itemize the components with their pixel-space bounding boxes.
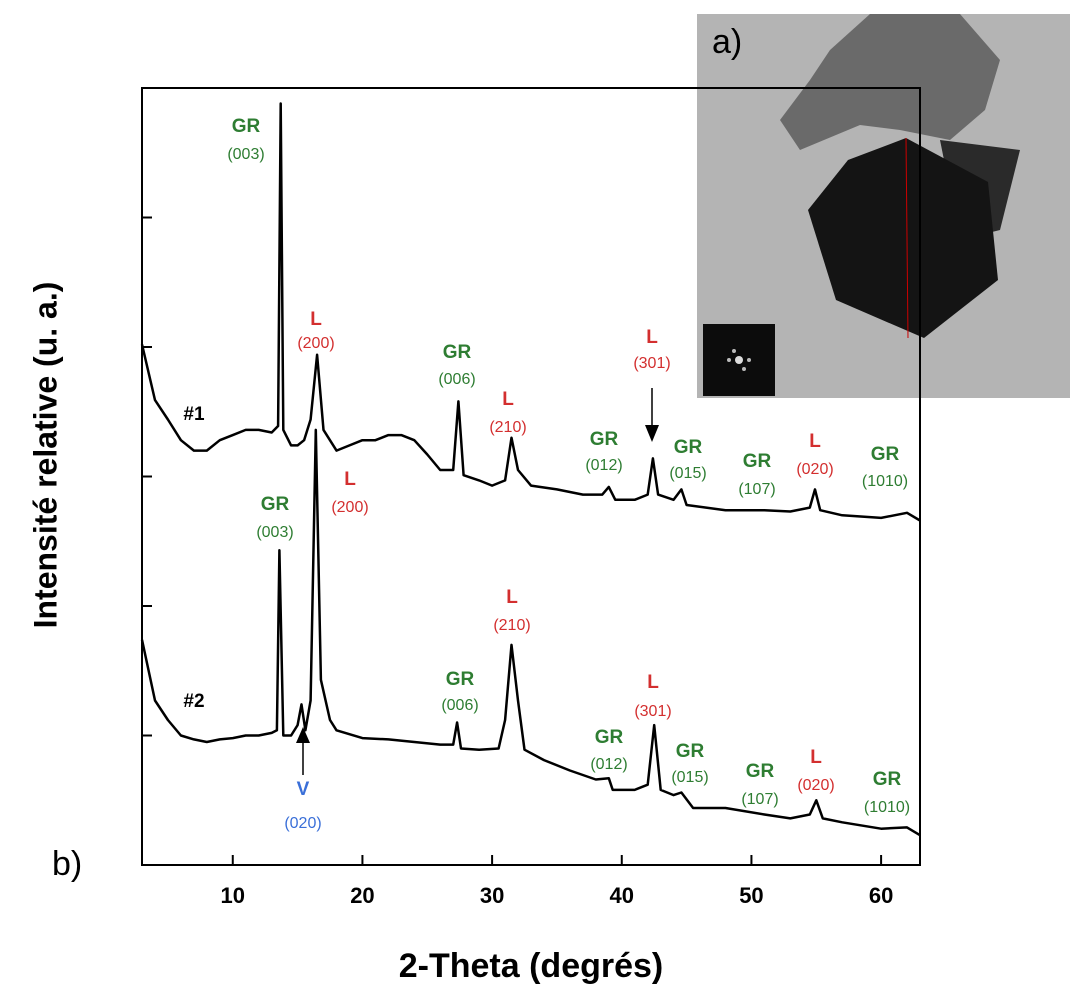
arrow-head <box>296 727 310 743</box>
series-label: #2 <box>183 691 204 712</box>
y-axis-label: Intensité relative (u. a.) <box>27 282 63 629</box>
inset-spot <box>742 367 746 371</box>
inset-debris <box>780 14 1000 150</box>
peak-label: L <box>310 309 322 330</box>
x-tick-label: 10 <box>221 883 245 908</box>
peak-label: L <box>810 747 822 768</box>
peak-label: L <box>344 469 356 490</box>
inset-crystal <box>808 138 998 338</box>
peak-label: L <box>502 389 514 410</box>
peak-index: (012) <box>585 457 622 474</box>
x-tick-label: 30 <box>480 883 504 908</box>
peak-index: (210) <box>493 617 530 634</box>
peak-index: (107) <box>738 481 775 498</box>
x-tick-label: 20 <box>350 883 374 908</box>
peak-label: GR <box>873 769 902 790</box>
peak-label: L <box>506 587 518 608</box>
peak-label: L <box>646 327 658 348</box>
peak-label: GR <box>674 437 703 458</box>
inset-spot <box>735 356 743 364</box>
peak-index: (1010) <box>864 799 910 816</box>
peak-index: (012) <box>590 756 627 773</box>
peak-index: (015) <box>669 465 706 482</box>
peak-label: GR <box>232 116 261 137</box>
inset-spot <box>727 358 731 362</box>
peak-index: (1010) <box>862 473 908 490</box>
peak-index: (003) <box>227 146 264 163</box>
peak-index: (020) <box>284 815 321 832</box>
peak-index: (020) <box>797 777 834 794</box>
inset-measure-line <box>905 137 909 339</box>
peak-label: V <box>297 779 310 800</box>
peak-label: GR <box>595 727 624 748</box>
peak-index: (003) <box>256 524 293 541</box>
peak-index: (200) <box>297 335 334 352</box>
inset-spot <box>747 358 751 362</box>
peak-index: (200) <box>331 499 368 516</box>
peak-index: (020) <box>796 461 833 478</box>
peak-index: (107) <box>741 791 778 808</box>
xrd-trace <box>140 428 921 837</box>
peak-label: GR <box>443 342 472 363</box>
peak-index: (006) <box>438 371 475 388</box>
arrow-head <box>645 425 659 442</box>
series-label: #1 <box>183 404 205 425</box>
peak-label: GR <box>590 429 619 450</box>
peak-label: GR <box>676 741 705 762</box>
peak-label: GR <box>446 669 475 690</box>
peak-index: (015) <box>671 769 708 786</box>
x-tick-label: 60 <box>869 883 893 908</box>
inset-spot <box>732 349 736 353</box>
panel-label: a) <box>712 23 742 61</box>
peak-index: (301) <box>633 355 670 372</box>
peak-index: (210) <box>489 419 526 436</box>
x-tick-label: 50 <box>739 883 763 908</box>
peak-label: GR <box>261 494 290 515</box>
xrd-trace <box>140 102 921 522</box>
x-tick-label: 40 <box>610 883 634 908</box>
peak-index: (301) <box>634 703 671 720</box>
peak-label: GR <box>746 761 775 782</box>
tem-inset: a) <box>697 14 1070 398</box>
peak-label: L <box>809 431 821 452</box>
peak-label: GR <box>743 451 772 472</box>
peak-label: GR <box>871 444 900 465</box>
peak-index: (006) <box>441 697 478 714</box>
x-axis-label: 2-Theta (degrés) <box>399 947 664 985</box>
peak-label: L <box>647 672 659 693</box>
panel-label: b) <box>52 845 82 883</box>
